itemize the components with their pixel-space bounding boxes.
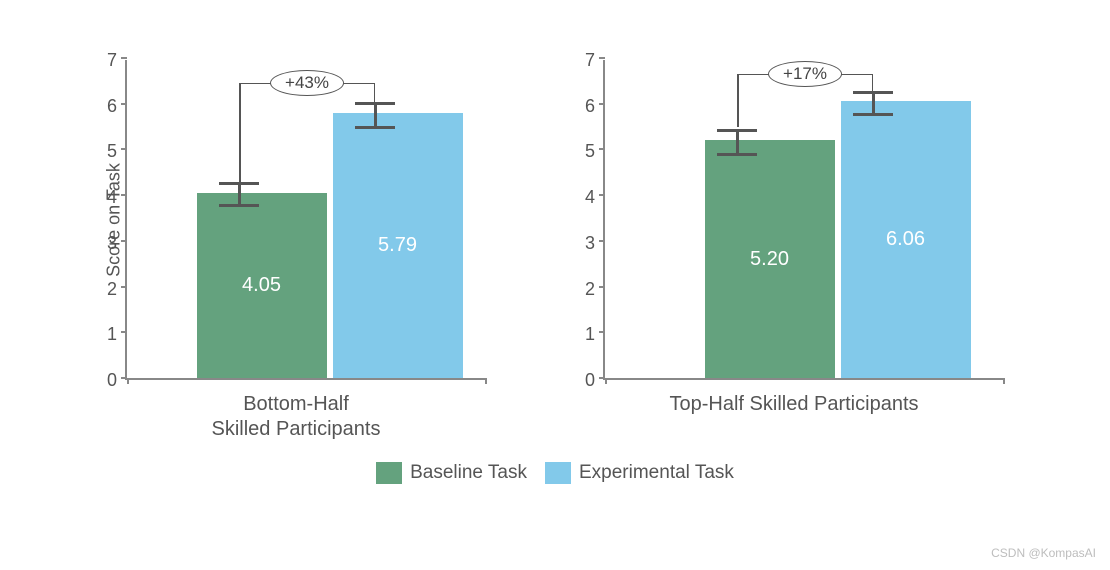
plot-area-right: 5.20 6.06 +17%: [603, 60, 1003, 380]
bar-value-label: 5.20: [750, 248, 789, 271]
panel-top-half: 0 1 2 3 4 5 6 7 5.206.06 +17% Top-Half S…: [585, 60, 1003, 442]
legend: Baseline Task Experimental Task: [0, 462, 1110, 484]
bar-baseline: 5.20: [705, 140, 835, 378]
bar-experimental: 5.79: [333, 113, 463, 378]
x-tick-marks: [127, 378, 485, 384]
panel-bottom-half: Score on Task 0 1 2 3 4 5 6 7 4.055.79 +…: [107, 60, 485, 442]
watermark: CSDN @KompasAI: [991, 546, 1096, 560]
legend-item-experimental: Experimental Task: [545, 462, 734, 484]
legend-item-baseline: Baseline Task: [376, 462, 527, 484]
legend-swatch: [545, 462, 571, 484]
bar-experimental: 6.06: [841, 101, 971, 378]
legend-swatch: [376, 462, 402, 484]
legend-label: Experimental Task: [579, 462, 734, 484]
charts-row: Score on Task 0 1 2 3 4 5 6 7 4.055.79 +…: [0, 0, 1110, 442]
percent-change-annotation: +17%: [768, 61, 842, 87]
bar-baseline: 4.05: [197, 193, 327, 378]
bar-value-label: 5.79: [378, 234, 417, 257]
plot-right: 0 1 2 3 4 5 6 7 5.206.06 +17%: [585, 60, 1003, 380]
panel-title-right: Top-Half Skilled Participants: [670, 392, 919, 417]
bars-left: 4.05 5.79: [127, 60, 485, 378]
bars-right: 5.20 6.06: [605, 60, 1003, 378]
bar-value-label: 6.06: [886, 228, 925, 251]
x-tick-marks: [605, 378, 1003, 384]
legend-label: Baseline Task: [410, 462, 527, 484]
plot-left: Score on Task 0 1 2 3 4 5 6 7 4.055.79 +…: [107, 60, 485, 380]
panel-title-left: Bottom-Half Skilled Participants: [212, 392, 381, 442]
percent-change-annotation: +43%: [270, 70, 344, 96]
plot-area-left: 4.05 5.79 +43%: [125, 60, 485, 380]
bar-value-label: 4.05: [242, 274, 281, 297]
